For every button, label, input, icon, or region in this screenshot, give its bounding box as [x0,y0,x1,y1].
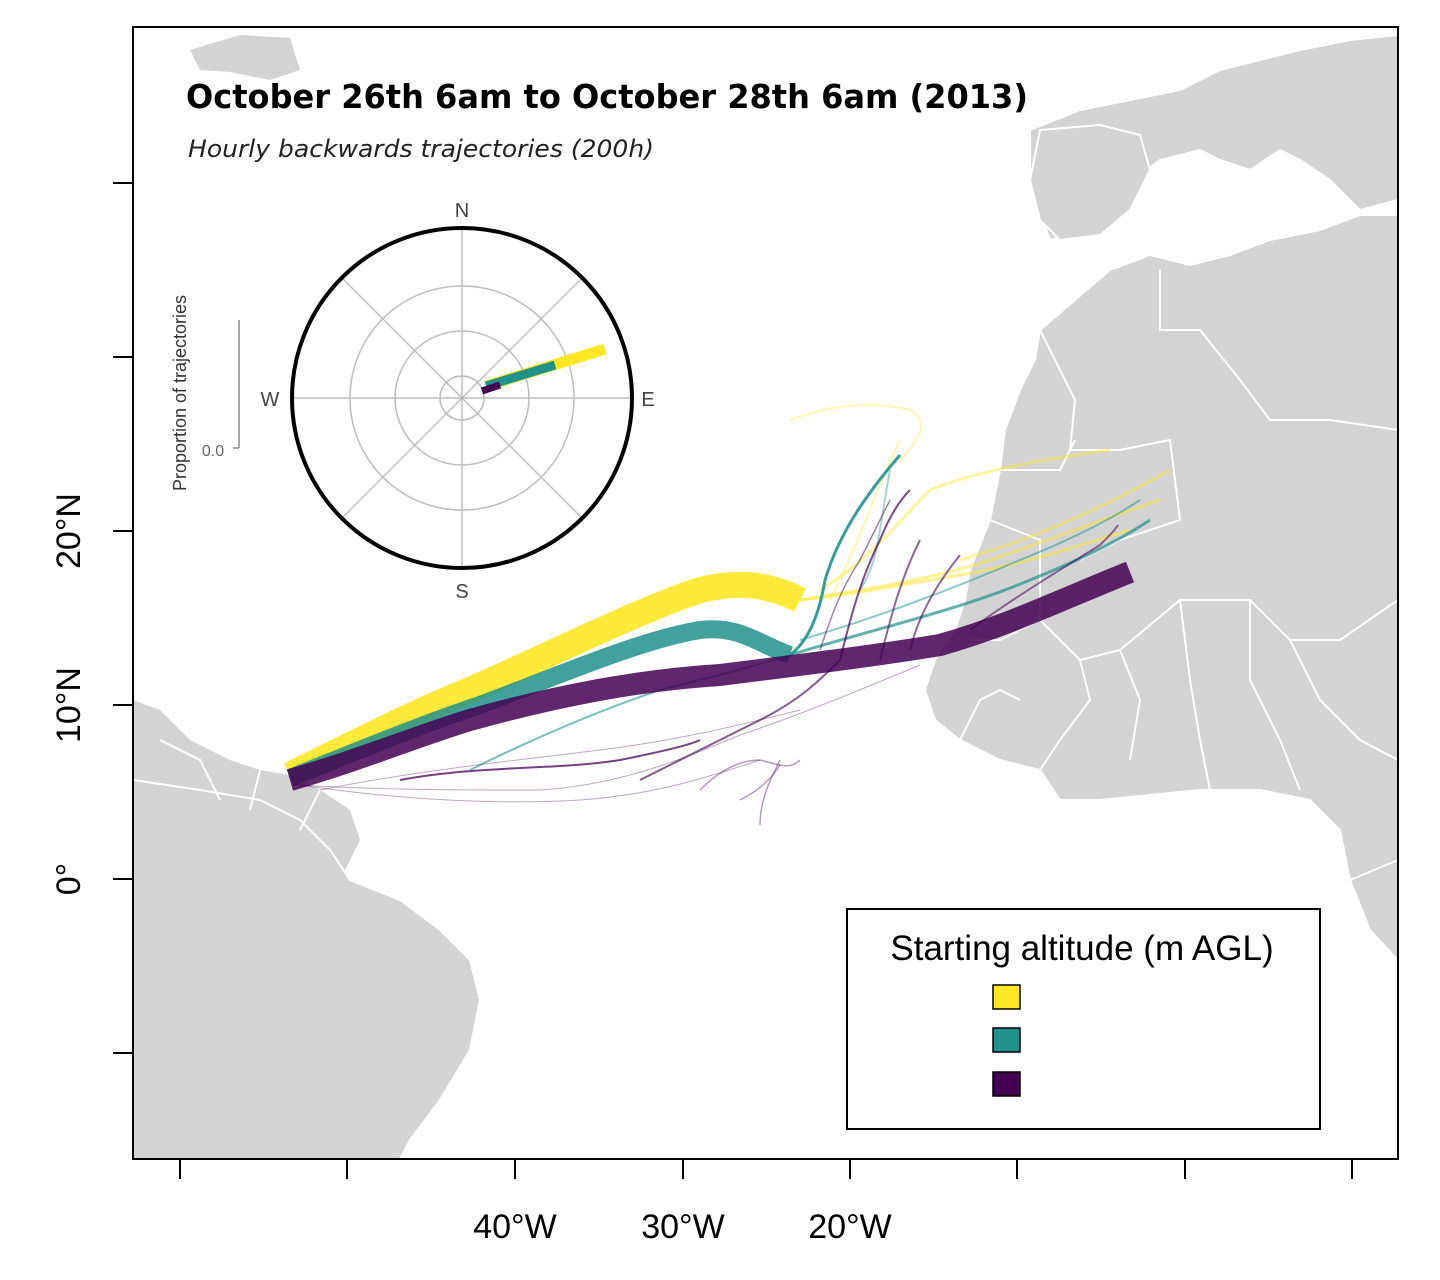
legend: Starting altitude (m AGL) [846,908,1321,1130]
rose-petal-purple [480,381,502,395]
compass-east-label: E [641,389,654,411]
x-tick-label-20w: 20°W [808,1208,892,1246]
map-frame [132,26,1399,1160]
legend-title: Starting altitude (m AGL) [890,929,1273,968]
greenland-fragment [190,35,300,80]
trajectories [284,403,1171,826]
africa-landmass [923,214,1398,962]
y-tick-label-0: 0° [50,863,88,896]
compass-rose: N S E W 0.0 Proportion of trajectories [170,200,655,603]
y-axis [113,182,133,1054]
compass-grid [292,228,632,568]
x-axis [179,1159,1353,1179]
legend-swatch-purple [992,1071,1021,1097]
compass-south-label: S [455,581,468,603]
trajectory-band-yellow [284,403,1171,787]
map-panel [133,27,1398,1159]
compass-west-label: W [261,389,280,411]
x-tick-label-30w: 30°W [641,1208,725,1246]
trajectory-band-purple [286,489,1135,826]
compass-outer-ring [290,226,634,570]
compass-north-label: N [455,200,469,222]
country-borders [159,270,1398,881]
x-tick-label-40w: 40°W [473,1208,557,1246]
legend-swatch-teal [992,1027,1021,1053]
legend-swatch-yellow [992,984,1021,1010]
map-subtitle: Hourly backwards trajectories (200h) [188,135,654,163]
compass-y-tick-label: 0.0 [202,443,224,460]
compass-y-axis-label: Proportion of trajectories [170,295,190,491]
map-title: October 26th 6am to October 28th 6am (20… [186,77,1028,116]
south-america-landmass [133,778,482,1159]
y-tick-label-20n: 20°N [50,493,88,569]
iberia-landmass [1028,123,1152,242]
y-tick-label-10n: 10°N [50,667,88,743]
legend-box [846,908,1321,1130]
